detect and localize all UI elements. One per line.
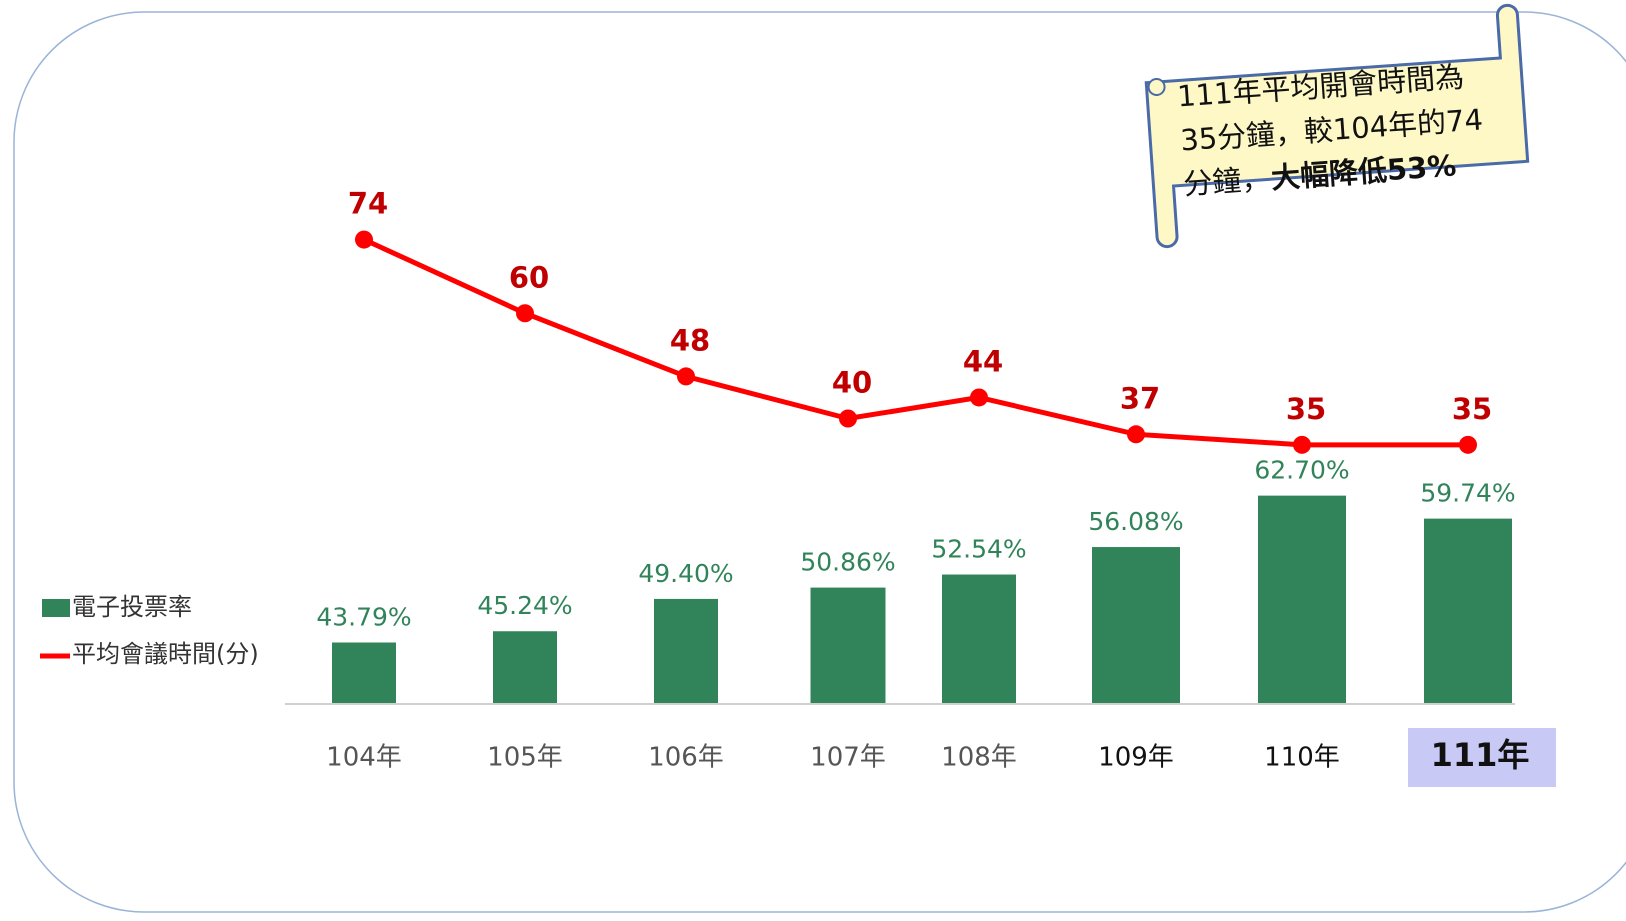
legend-label: 電子投票率 (72, 593, 192, 621)
bar (493, 631, 557, 703)
line-point (1293, 435, 1311, 454)
bar (942, 574, 1016, 703)
bar-label: 45.24% (477, 591, 572, 620)
x-tick-label: 110年 (1264, 743, 1340, 773)
line-label: 35 (1452, 392, 1492, 426)
line-label: 35 (1286, 392, 1326, 426)
line-point (839, 409, 857, 428)
line-label: 37 (1120, 381, 1160, 415)
bar (1092, 547, 1180, 703)
line-label: 44 (963, 344, 1003, 378)
line-label: 48 (670, 323, 710, 357)
bar-label: 50.86% (800, 548, 895, 577)
line-point (1459, 435, 1477, 454)
note-curl (1147, 77, 1166, 96)
line-point (516, 304, 534, 323)
bar-label: 52.54% (931, 535, 1026, 564)
x-tick-label: 105年 (487, 743, 563, 773)
bar (1424, 518, 1512, 703)
bar (332, 642, 396, 703)
line-point (1127, 425, 1145, 444)
x-tick-label: 107年 (810, 743, 886, 773)
line-label: 74 (348, 187, 388, 221)
x-tick-label: 111年 (1431, 736, 1530, 774)
line-point (970, 388, 988, 407)
bar-label: 59.74% (1420, 479, 1515, 508)
line-point (677, 367, 695, 386)
line (362, 237, 1468, 448)
note: 111年平均開會時間為 35分鐘，較104年的74 分鐘， 大幅降低53% (1144, 3, 1530, 249)
note-line: 分鐘， (1182, 161, 1271, 201)
bar (1258, 495, 1346, 703)
bar-label: 43.79% (316, 602, 411, 631)
bar-label: 62.70% (1254, 456, 1349, 485)
line-label: 40 (832, 366, 872, 400)
frame (13, 11, 1626, 913)
line-point (355, 230, 373, 249)
bar-label: 49.40% (638, 559, 733, 588)
x-tick-label: 108年 (941, 743, 1017, 773)
legend-swatch (42, 599, 70, 617)
highlight-box (1408, 728, 1556, 787)
bar (810, 587, 886, 703)
note-scroll (1144, 3, 1530, 249)
x-tick-label: 104年 (326, 743, 402, 773)
bar (654, 598, 718, 703)
legend-label: 平均會議時間(分) (72, 640, 259, 668)
x-tick-label: 106年 (648, 743, 724, 773)
x-tick-label: 109年 (1098, 743, 1174, 773)
bar-label: 56.08% (1088, 507, 1183, 536)
line-label: 60 (509, 260, 549, 294)
